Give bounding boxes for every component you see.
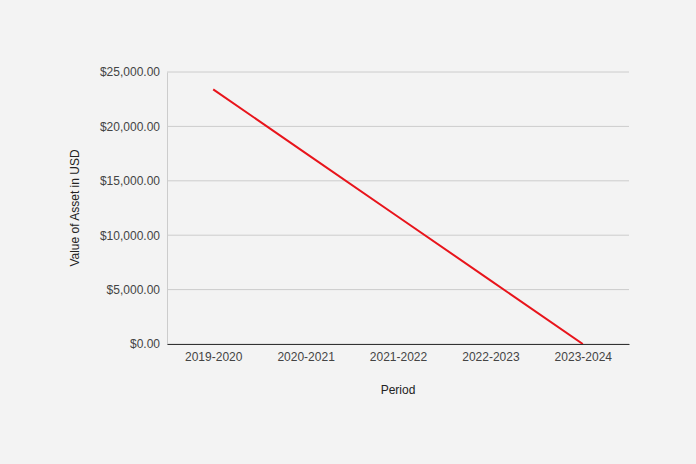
y-tick: $0.00 <box>130 337 167 351</box>
chart: $0.00 $5,000.00 $10,000.00 $15,000.00 $20,00… <box>0 0 696 464</box>
grid-line <box>167 344 629 345</box>
x-tick: 2020-2021 <box>277 344 335 364</box>
x-tick: 2023-2024 <box>555 344 613 364</box>
x-axis: 2019-2020 2020-2021 2021-2022 2022-2023 2023… <box>168 344 630 364</box>
x-tick-label: 2020-2021 <box>277 350 335 364</box>
x-tick: 2022-2023 <box>462 344 520 364</box>
plot: $0.00 $5,000.00 $10,000.00 $15,000.00 $20,00… <box>100 65 630 363</box>
y-axis: $0.00 $5,000.00 $10,000.00 $15,000.00 $20,00… <box>100 65 168 351</box>
x-tick-label: 2019-2020 <box>185 350 243 364</box>
y-tick-label: $25,000.00 <box>100 65 160 79</box>
y-tick: $25,000.00 <box>100 65 167 79</box>
y-axis-title: Value of Asset in USD <box>68 149 82 267</box>
y-tick-label: $5,000.00 <box>107 283 161 297</box>
x-tick: 2021-2022 <box>370 344 428 364</box>
x-tick-label: 2021-2022 <box>370 350 428 364</box>
grid <box>167 72 629 344</box>
x-tick: 2019-2020 <box>185 344 243 364</box>
y-axis-line <box>167 73 168 345</box>
background <box>0 0 696 464</box>
x-tick-label: 2023-2024 <box>555 350 613 364</box>
grid-line <box>167 289 629 290</box>
y-tick: $5,000.00 <box>107 283 167 297</box>
grid-line <box>167 180 629 181</box>
y-tick-label: $15,000.00 <box>100 174 160 188</box>
grid-line <box>167 126 629 127</box>
y-tick-label: $0.00 <box>130 337 160 351</box>
y-tick: $15,000.00 <box>100 174 167 188</box>
x-tick-label: 2022-2023 <box>462 350 520 364</box>
x-axis-line <box>168 344 630 345</box>
y-tick-label: $20,000.00 <box>100 120 160 134</box>
grid-line <box>167 72 629 73</box>
y-tick: $10,000.00 <box>100 229 167 243</box>
line <box>213 89 583 344</box>
x-axis-title: Period <box>381 383 416 397</box>
y-tick-label: $10,000.00 <box>100 229 160 243</box>
y-tick: $20,000.00 <box>100 120 167 134</box>
series <box>213 89 583 344</box>
grid-line <box>167 235 629 236</box>
